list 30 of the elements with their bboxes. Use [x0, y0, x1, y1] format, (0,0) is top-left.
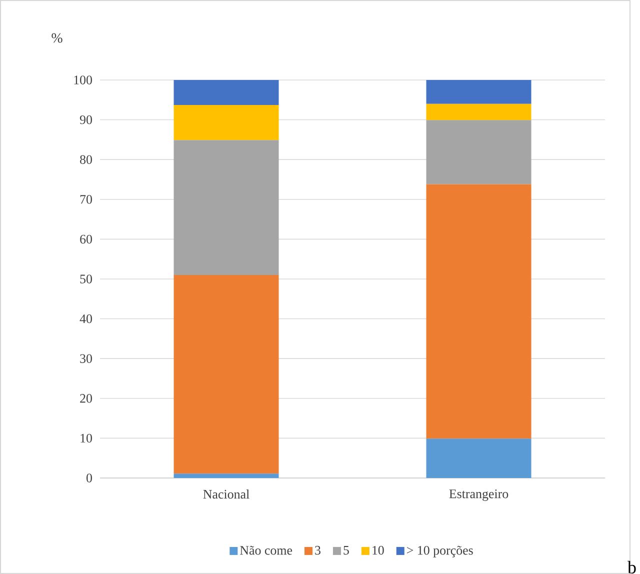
bar [426, 438, 532, 478]
y-tick-label: 90 [80, 115, 92, 124]
text: b [628, 560, 636, 574]
bar [426, 104, 532, 120]
y-tick-label: 70 [80, 195, 92, 204]
legend-label: 3 [315, 546, 320, 555]
y-tick-label: 10 [80, 434, 92, 443]
legend-label: 5 [344, 546, 349, 555]
legend-label: > 10 porções [407, 546, 473, 558]
bar [174, 105, 279, 140]
legend-label: 10 [372, 546, 384, 555]
bar [174, 140, 279, 276]
y-tick-label: 20 [80, 394, 92, 403]
y-tick-label: 80 [80, 155, 92, 164]
bar [174, 80, 279, 106]
x-tick-label: Nacional [203, 490, 250, 499]
y-tick-label: 30 [80, 354, 92, 363]
bar [174, 474, 279, 478]
y-tick-label: 0 [86, 474, 92, 482]
y-tick-label: 50 [80, 274, 92, 284]
bar [426, 120, 532, 184]
bar [426, 80, 532, 104]
bar [174, 275, 279, 474]
x-tick-label: Estrangeiro [449, 490, 508, 501]
y-tick-label: 60 [80, 234, 92, 244]
y-tick-label: 100 [74, 76, 92, 84]
y-tick-label: 40 [80, 314, 92, 324]
bar [426, 184, 532, 439]
y-axis-title: % [52, 33, 62, 43]
legend-label: Não come [240, 546, 292, 555]
